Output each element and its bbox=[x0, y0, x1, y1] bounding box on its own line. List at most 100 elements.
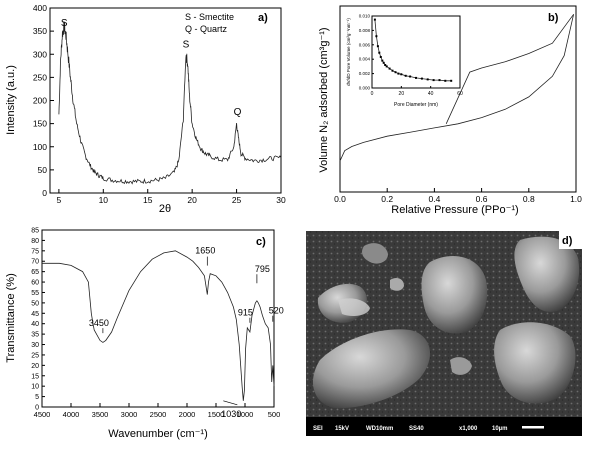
ftir-y-tick-label: 60 bbox=[31, 280, 39, 287]
inset-point bbox=[415, 76, 417, 79]
inset-point bbox=[391, 69, 394, 72]
ftir-panel: 0 5 10 15 20 25 30 35 40 45 50 55 60 65 70 75 80 85 4500 4… bbox=[5, 228, 284, 441]
inset-point bbox=[384, 64, 387, 66]
isotherm-x-tick-label: 0.6 bbox=[476, 194, 488, 204]
inset-point bbox=[404, 74, 407, 77]
xrd-y-tick-label: 0 bbox=[42, 188, 47, 198]
isotherm-x-tick-label: 0.8 bbox=[523, 194, 535, 204]
xrd-peak-label: Q bbox=[234, 107, 242, 118]
inset-point bbox=[394, 71, 397, 74]
inset-point bbox=[379, 56, 382, 58]
panel-label-c: c) bbox=[256, 236, 266, 248]
xrd-x-axis-label: 2θ bbox=[159, 203, 171, 215]
xrd-x-tick-label: 20 bbox=[187, 195, 197, 205]
ftir-x-tick-label: 1000 bbox=[237, 410, 254, 419]
inset-point bbox=[385, 65, 388, 68]
xrd-legend-smectite: S - Smectite bbox=[185, 12, 234, 22]
ftir-y-tick-label: 50 bbox=[31, 300, 39, 307]
isotherm-y-axis-label: Volume N₂ adsorbed (cm³g⁻¹) bbox=[318, 27, 330, 172]
ftir-y-tick-label: 75 bbox=[31, 248, 39, 255]
inset-point bbox=[420, 77, 423, 80]
ftir-plot-frame bbox=[41, 229, 275, 408]
xrd-y-tick-label: 250 bbox=[33, 72, 47, 82]
xrd-x-tick-label: 10 bbox=[99, 195, 109, 205]
ftir-y-tick-label: 10 bbox=[31, 384, 39, 391]
inset-y-axis-label: dV/dD Pore Volume (cm³g⁻¹nm⁻¹) bbox=[346, 18, 351, 86]
inset-x-tick-label: 20 bbox=[399, 91, 405, 97]
xrd-y-tick-label: 300 bbox=[33, 49, 47, 59]
ftir-band-label: 915 bbox=[238, 308, 253, 318]
xrd-peak-label: S bbox=[61, 18, 68, 29]
isotherm-x-axis-label: Relative Pressure (PPo⁻¹) bbox=[391, 204, 518, 216]
inset-point bbox=[409, 75, 412, 78]
inset-point bbox=[397, 72, 400, 75]
xrd-y-tick-label: 200 bbox=[33, 96, 47, 106]
ftir-y-tick-label: 55 bbox=[31, 290, 39, 297]
pore-size-inset: 0 20 40 60 0.000 0.002 0.004 0.006 0.008 0.010 Po… bbox=[346, 14, 463, 109]
sem-scale-text: 10µm bbox=[492, 426, 507, 432]
ftir-y-tick-label: 25 bbox=[31, 352, 39, 359]
inset-y-tick-label: 0.010 bbox=[359, 14, 371, 19]
ftir-x-tick-label: 4000 bbox=[63, 410, 80, 419]
xrd-pattern-line bbox=[58, 21, 282, 185]
xrd-plot-frame bbox=[49, 7, 282, 194]
xrd-x-tick-label: 30 bbox=[276, 195, 286, 205]
sem-magnification: x1,000 bbox=[459, 426, 478, 432]
ftir-y-tick-label: 35 bbox=[31, 332, 39, 339]
desorption-branch-line bbox=[445, 14, 574, 124]
panel-label-b: b) bbox=[548, 12, 559, 24]
ftir-x-tick-label: 2500 bbox=[150, 410, 167, 419]
inset-point bbox=[450, 79, 453, 82]
isotherm-panel: 0.0 0.2 0.4 0.6 0.8 1.0 b) Relative Pressure … bbox=[318, 5, 582, 216]
inset-y-tick-label: 0.000 bbox=[359, 86, 371, 91]
ftir-x-tick-label: 1500 bbox=[208, 410, 225, 419]
ftir-y-tick-label: 20 bbox=[31, 363, 39, 370]
ftir-band-label: 520 bbox=[269, 306, 284, 316]
ftir-x-axis-label: Wavenumber (cm⁻¹) bbox=[108, 428, 208, 440]
adsorption-branch-line bbox=[339, 14, 574, 162]
ftir-y-tick-label: 45 bbox=[31, 311, 39, 318]
inset-x-axis-label: Pore Diameter (nm) bbox=[394, 102, 438, 108]
xrd-y-tick-label: 400 bbox=[33, 3, 47, 13]
ftir-y-tick-label: 15 bbox=[31, 373, 39, 380]
inset-point bbox=[432, 79, 435, 82]
sem-working-distance: WD10mm bbox=[366, 426, 393, 432]
sem-info-bar bbox=[306, 417, 582, 436]
sem-particles bbox=[312, 236, 580, 409]
ftir-x-tick-label: 3000 bbox=[121, 410, 138, 419]
ftir-y-tick-label: 5 bbox=[35, 394, 39, 401]
ftir-y-tick-label: 65 bbox=[31, 269, 39, 276]
inset-x-tick-label: 0 bbox=[371, 91, 374, 97]
xrd-x-tick-label: 25 bbox=[232, 195, 242, 205]
inset-y-tick-label: 0.004 bbox=[359, 57, 371, 62]
ftir-x-tick-label: 4500 bbox=[34, 410, 51, 419]
xrd-peak-label: S bbox=[183, 40, 190, 51]
xrd-y-tick-label: 50 bbox=[38, 165, 48, 175]
ftir-x-tick-label: 500 bbox=[268, 410, 281, 419]
isotherm-x-tick-label: 0.4 bbox=[428, 194, 440, 204]
ftir-y-tick-label: 85 bbox=[31, 228, 39, 235]
inset-point bbox=[376, 45, 379, 48]
inset-point bbox=[378, 51, 381, 54]
ftir-y-tick-label: 80 bbox=[31, 238, 39, 245]
inset-x-tick-label: 40 bbox=[428, 91, 434, 97]
isotherm-x-tick-label: 1.0 bbox=[570, 194, 582, 204]
sem-spot: SS40 bbox=[409, 426, 424, 432]
sem-voltage: 15kV bbox=[335, 426, 349, 432]
sem-scale-bar bbox=[522, 426, 544, 429]
inset-point bbox=[426, 78, 429, 81]
ftir-y-tick-label: 40 bbox=[31, 321, 39, 328]
xrd-legend-quartz: Q - Quartz bbox=[185, 24, 228, 34]
xrd-y-axis-label: Intensity (a.u.) bbox=[5, 65, 17, 135]
inset-plot-frame bbox=[371, 15, 461, 89]
xrd-x-tick-label: 5 bbox=[57, 195, 62, 205]
panel-label-d: d) bbox=[562, 235, 573, 247]
inset-point bbox=[400, 73, 403, 76]
xrd-y-tick-label: 150 bbox=[33, 119, 47, 129]
inset-point bbox=[388, 67, 391, 70]
inset-point bbox=[373, 18, 376, 21]
inset-y-tick-label: 0.006 bbox=[359, 42, 371, 47]
ftir-band-label: 795 bbox=[255, 264, 270, 274]
